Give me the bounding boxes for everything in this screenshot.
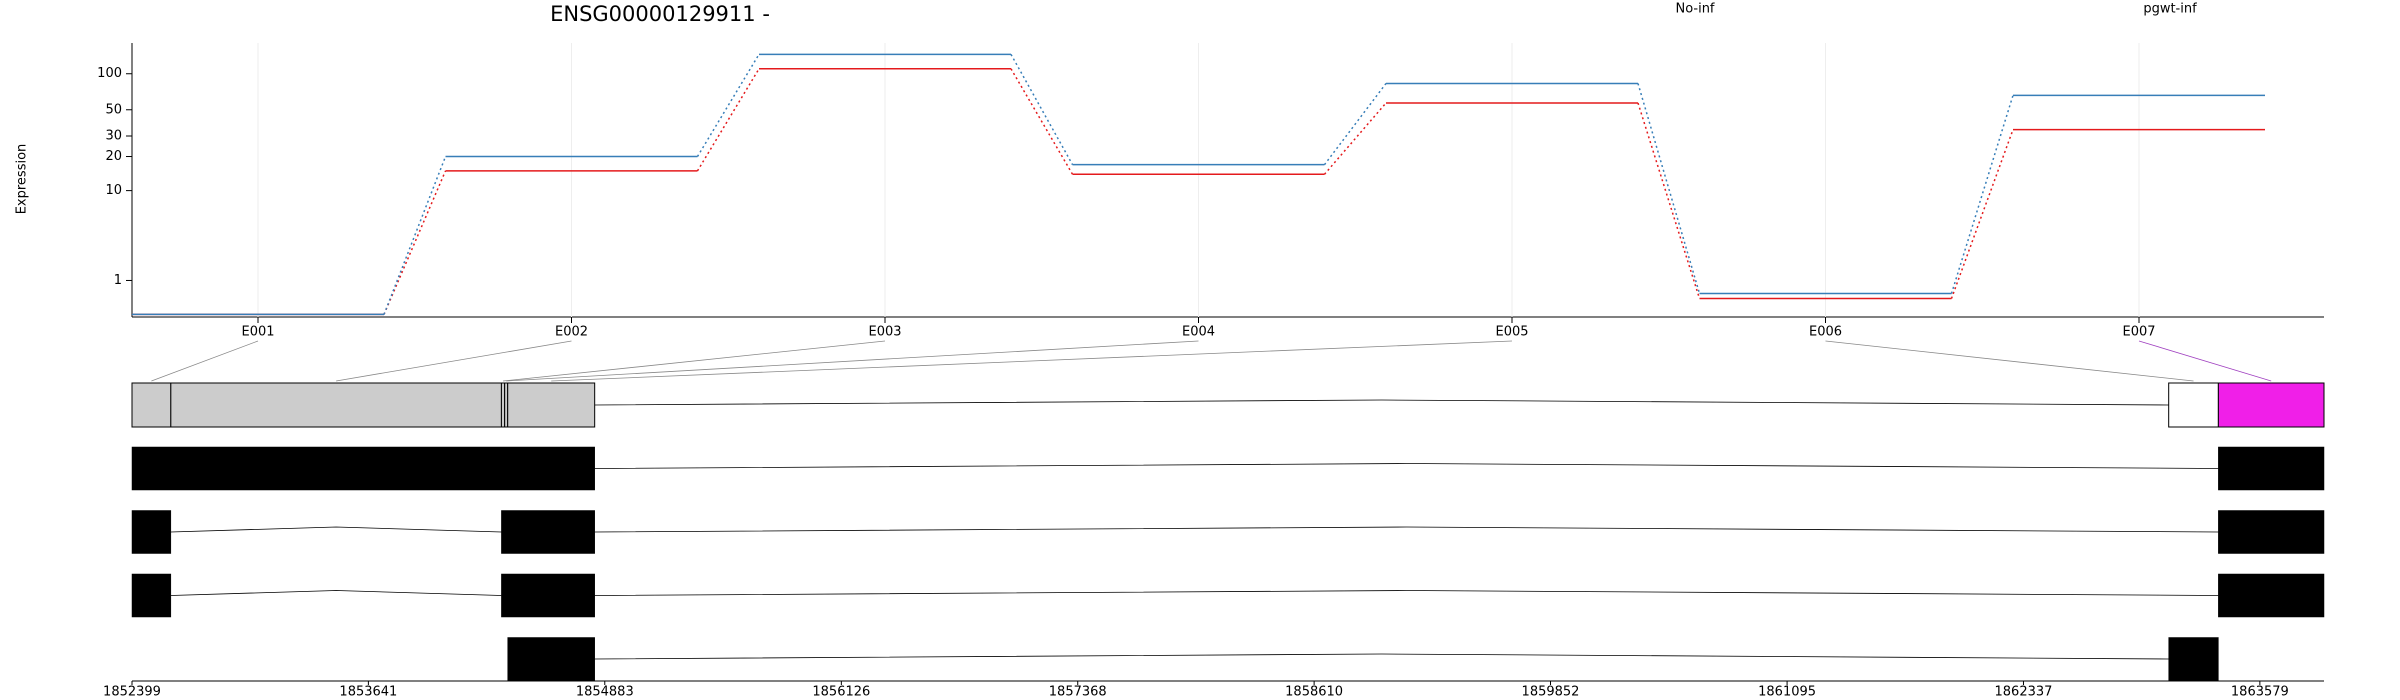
connector	[1637, 83, 1701, 294]
exon	[131, 446, 595, 491]
connector	[383, 156, 447, 315]
connector	[383, 170, 447, 315]
connector	[696, 68, 760, 172]
intron	[594, 590, 2219, 596]
genomic-tick-label: 1863579	[2231, 685, 2289, 700]
exon	[507, 382, 596, 428]
intron	[594, 399, 2169, 406]
x-tick-label: E007	[2122, 325, 2155, 340]
exon	[2168, 637, 2219, 681]
exon	[131, 510, 172, 554]
y-tick-label: 30	[105, 129, 122, 144]
bin-connector	[1825, 340, 2194, 382]
exon	[131, 382, 172, 428]
connector	[1010, 68, 1074, 175]
exon	[507, 637, 595, 681]
bin-connector	[503, 340, 886, 382]
exon	[501, 573, 595, 618]
exon	[131, 573, 172, 618]
x-tick-label: E004	[1182, 325, 1215, 340]
intron	[594, 463, 2219, 469]
exon	[2218, 446, 2325, 491]
y-tick-label: 100	[97, 66, 122, 81]
genomic-tick-label: 1854883	[576, 685, 634, 700]
connector	[1950, 95, 2014, 294]
genomic-tick-label: 1852399	[103, 685, 161, 700]
genomic-tick-label: 1862337	[1995, 685, 2053, 700]
connector	[1950, 129, 2014, 299]
genomic-tick-label: 1857368	[1049, 685, 1107, 700]
chart-title: ENSG00000129911 -	[550, 2, 770, 26]
intron	[170, 590, 502, 596]
x-tick-label: E003	[868, 325, 901, 340]
intron	[594, 653, 2169, 660]
intron	[170, 526, 502, 533]
connector	[696, 53, 760, 157]
bin-connector	[336, 340, 572, 382]
y-axis-label: Expression	[15, 144, 30, 215]
exon	[170, 382, 502, 428]
connector	[1323, 102, 1387, 175]
exon	[2218, 573, 2325, 618]
genomic-tick-label: 1856126	[812, 685, 870, 700]
x-tick-label: E001	[241, 325, 274, 340]
exon	[501, 510, 595, 554]
exon	[2217, 382, 2325, 428]
bin-connector	[506, 340, 1199, 382]
connector	[1637, 102, 1701, 299]
legend-entry: No-inf	[1675, 2, 1714, 17]
connector	[1010, 53, 1074, 166]
bin-connector	[2138, 340, 2272, 382]
connector	[1323, 83, 1387, 166]
x-tick-label: E005	[1495, 325, 1528, 340]
y-tick-label: 1	[114, 273, 122, 288]
x-tick-label: E002	[555, 325, 588, 340]
x-tick-label: E006	[1809, 325, 1842, 340]
bin-connector	[151, 340, 259, 382]
y-tick-label: 20	[105, 149, 122, 164]
genomic-tick-label: 1858610	[1285, 685, 1343, 700]
exon	[2218, 510, 2325, 554]
y-tick-label: 10	[105, 183, 122, 198]
intron	[594, 526, 2219, 533]
exon	[2168, 382, 2219, 428]
genomic-tick-label: 1853641	[339, 685, 397, 700]
legend-entry: pgwt-inf	[2143, 2, 2197, 17]
genomic-tick-label: 1859852	[1522, 685, 1580, 700]
genomic-tick-label: 1861095	[1758, 685, 1816, 700]
y-tick-label: 50	[105, 102, 122, 117]
bin-connector	[551, 340, 1513, 382]
